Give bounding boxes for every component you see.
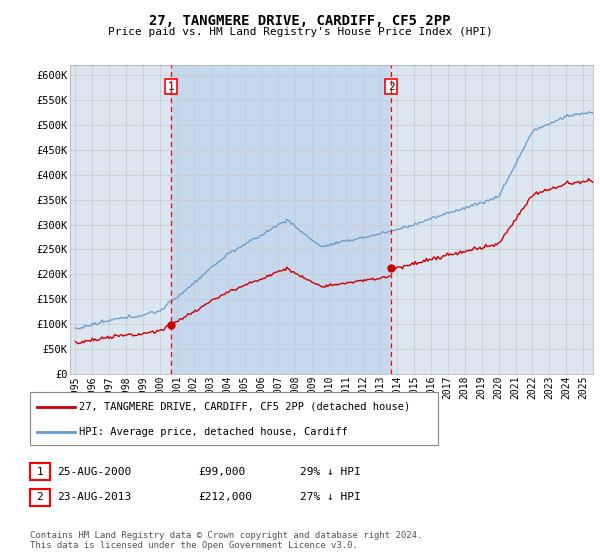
Text: Contains HM Land Registry data © Crown copyright and database right 2024.
This d: Contains HM Land Registry data © Crown c… [30, 530, 422, 550]
Text: 1: 1 [167, 82, 175, 92]
Text: 29% ↓ HPI: 29% ↓ HPI [300, 466, 361, 477]
Text: Price paid vs. HM Land Registry's House Price Index (HPI): Price paid vs. HM Land Registry's House … [107, 27, 493, 37]
Text: £212,000: £212,000 [198, 492, 252, 502]
Text: 1: 1 [37, 466, 43, 477]
Text: 27, TANGMERE DRIVE, CARDIFF, CF5 2PP: 27, TANGMERE DRIVE, CARDIFF, CF5 2PP [149, 14, 451, 28]
Bar [171, 65, 391, 374]
Text: 2: 2 [388, 82, 394, 92]
Text: 23-AUG-2013: 23-AUG-2013 [57, 492, 131, 502]
Text: 25-AUG-2000: 25-AUG-2000 [57, 466, 131, 477]
Text: 2: 2 [37, 492, 43, 502]
Text: 27% ↓ HPI: 27% ↓ HPI [300, 492, 361, 502]
Text: HPI: Average price, detached house, Cardiff: HPI: Average price, detached house, Card… [79, 427, 348, 437]
Text: £99,000: £99,000 [198, 466, 245, 477]
Text: 27, TANGMERE DRIVE, CARDIFF, CF5 2PP (detached house): 27, TANGMERE DRIVE, CARDIFF, CF5 2PP (de… [79, 402, 410, 412]
